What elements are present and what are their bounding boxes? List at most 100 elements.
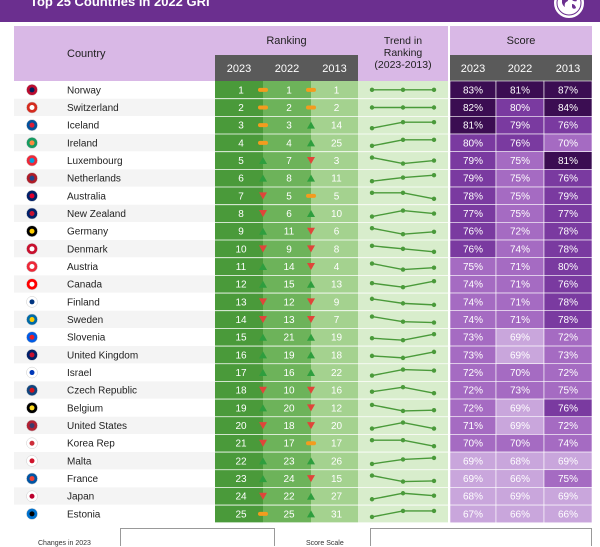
rank-2013-value: 8	[334, 244, 340, 255]
score-2013-value: 72%	[558, 421, 578, 432]
rank-2023-value: 9	[238, 227, 244, 238]
no-change-icon	[306, 87, 316, 92]
up-arrow-icon	[307, 510, 315, 518]
rank-2013-value: 12	[331, 403, 343, 414]
trend-point	[400, 491, 406, 496]
rank-2022-value: 12	[283, 297, 295, 308]
score-2023-value: 74%	[463, 297, 483, 308]
rank-2022-value: 17	[283, 439, 295, 450]
score-2023-value: 78%	[463, 191, 483, 202]
score-2022-value: 71%	[510, 262, 530, 273]
rank-2022-value: 13	[283, 315, 295, 326]
score-2022-value: 69%	[510, 421, 530, 432]
up-arrow-icon	[259, 333, 267, 341]
switzerland-flag-detail	[29, 105, 35, 111]
trend-point	[369, 438, 375, 443]
score-2022-value: 66%	[510, 509, 530, 520]
estonia-flag-detail	[29, 511, 35, 517]
country-name: Belgium	[67, 403, 103, 414]
score-2013-value: 78%	[558, 315, 578, 326]
score-2023-value: 73%	[463, 350, 483, 361]
score-cell	[543, 504, 593, 524]
rank-2022-value: 24	[283, 474, 295, 485]
table-row	[14, 310, 215, 329]
trend-point	[369, 190, 375, 196]
rank-2023-value: 19	[235, 403, 247, 414]
trend-point	[369, 426, 375, 431]
trend-point	[431, 455, 437, 461]
rank-2022-value: 25	[283, 509, 295, 520]
no-change-icon	[258, 87, 268, 92]
trend-point	[369, 125, 375, 131]
year-header: 2023	[461, 63, 485, 75]
trend-point	[431, 407, 437, 413]
score-2013-value: 78%	[558, 227, 578, 238]
rank-2023-value: 21	[235, 439, 247, 450]
trend-point	[431, 368, 437, 373]
country-name: Sweden	[67, 315, 103, 326]
up-arrow-icon	[307, 174, 315, 182]
trend-point	[400, 231, 406, 237]
table-row	[14, 363, 215, 382]
score-2023-value: 79%	[463, 156, 483, 167]
united-kingdom-flag-detail	[29, 352, 35, 358]
rank-2023-value: 15	[235, 333, 247, 344]
changes-legend-box	[120, 528, 275, 546]
belgium-flag-detail	[29, 405, 35, 411]
trend-point	[400, 246, 406, 252]
table-row	[14, 452, 215, 470]
trend-point	[369, 497, 375, 502]
table-row	[14, 169, 215, 188]
down-arrow-icon	[259, 245, 267, 253]
score-2023-value: 72%	[463, 403, 483, 414]
table-row	[14, 381, 215, 400]
rank-2013-value: 11	[331, 174, 342, 185]
trend-point	[431, 105, 437, 110]
trend-point	[431, 508, 437, 514]
score-2022-value: 80%	[510, 103, 530, 114]
rank-2023-value: 13	[235, 297, 247, 308]
trend-header: Trend in	[384, 35, 422, 47]
score-2023-value: 83%	[463, 85, 483, 96]
rank-2023-value: 17	[235, 368, 247, 379]
country-name: Switzerland	[67, 103, 119, 114]
rank-2013-value: 13	[331, 280, 343, 291]
no-change-icon	[258, 123, 268, 128]
score-2022-value: 69%	[510, 492, 530, 503]
table-row	[14, 469, 215, 488]
score-2013-value: 81%	[558, 156, 578, 167]
score-2023-value: 82%	[463, 103, 483, 114]
ranking-header-bg	[215, 26, 358, 55]
rank-2023-value: 18	[235, 386, 247, 397]
trend-point	[431, 196, 437, 202]
up-arrow-icon	[259, 351, 267, 359]
no-change-icon	[258, 511, 268, 516]
score-2022-value: 72%	[510, 227, 530, 238]
trend-point	[431, 265, 437, 270]
score-2022-value: 70%	[510, 368, 530, 379]
score-2023-value: 76%	[463, 227, 483, 238]
down-arrow-icon	[307, 386, 315, 394]
rank-2013-value: 17	[331, 439, 343, 450]
ireland-flag-detail	[29, 140, 35, 146]
country-name: Iceland	[67, 121, 99, 132]
rank-2023-value: 25	[235, 509, 247, 520]
score-2022-value: 71%	[510, 297, 530, 308]
japan-flag-detail	[29, 493, 35, 499]
rank-2013-value: 31	[331, 509, 343, 520]
trend-point	[400, 338, 406, 343]
score-2023-value: 71%	[463, 421, 483, 432]
down-arrow-icon	[259, 298, 267, 306]
korea-flag-detail	[29, 440, 35, 446]
score-2022-value: 73%	[510, 386, 530, 397]
score-2023-value: 70%	[463, 439, 483, 450]
up-arrow-icon	[259, 174, 267, 182]
score-2013-value: 78%	[558, 244, 578, 255]
score-2023-value: 68%	[463, 492, 483, 503]
slovenia-flag-detail	[29, 334, 35, 340]
table-row	[14, 293, 215, 311]
rank-2022-value: 19	[283, 350, 295, 361]
austria-flag-detail	[29, 264, 35, 270]
down-arrow-icon	[307, 404, 315, 412]
up-arrow-icon	[259, 457, 267, 465]
